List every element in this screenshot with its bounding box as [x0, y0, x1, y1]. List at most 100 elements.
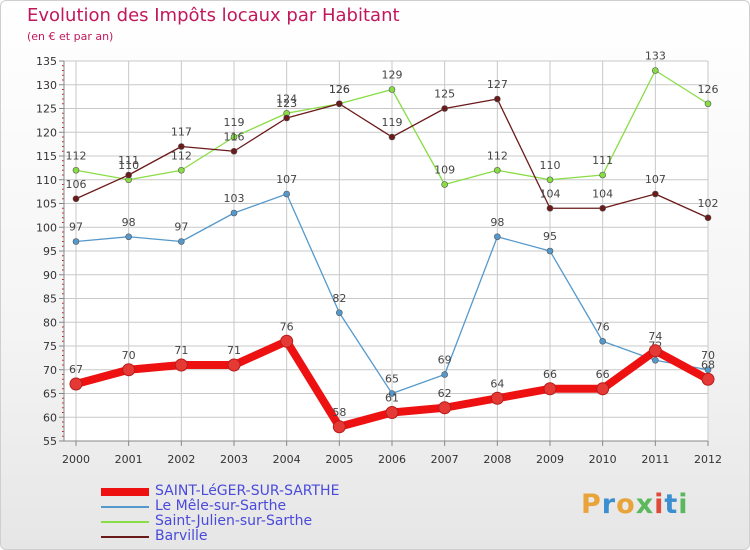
data-point	[547, 177, 553, 183]
data-label: 66	[596, 368, 610, 381]
y-tick-label: 60	[43, 411, 57, 424]
logo-letter: r	[602, 489, 616, 520]
data-point	[652, 191, 658, 197]
data-label: 95	[543, 230, 557, 243]
y-tick-label: 55	[43, 435, 57, 448]
data-label: 71	[174, 344, 188, 357]
data-point	[442, 182, 448, 188]
x-tick-label: 2006	[378, 453, 406, 466]
data-label: 123	[276, 97, 297, 110]
legend-item: Saint-Julien-sur-Sarthe	[101, 515, 401, 530]
data-point	[597, 383, 609, 395]
data-label: 62	[438, 387, 452, 400]
data-label: 106	[66, 178, 87, 191]
data-point	[126, 234, 132, 240]
legend-swatch	[101, 488, 149, 496]
data-label: 97	[174, 221, 188, 234]
data-label: 103	[224, 192, 245, 205]
y-tick-label: 130	[36, 79, 57, 92]
data-point	[702, 373, 714, 385]
data-label: 76	[280, 320, 294, 333]
data-label: 133	[645, 50, 666, 63]
data-label: 71	[227, 344, 241, 357]
data-label: 126	[329, 83, 350, 96]
data-point	[284, 191, 290, 197]
x-tick-label: 2010	[589, 453, 617, 466]
data-label: 112	[487, 149, 508, 162]
data-label: 98	[122, 216, 136, 229]
data-label: 127	[487, 78, 508, 91]
data-label: 69	[438, 354, 452, 367]
data-label: 58	[332, 406, 346, 419]
data-point	[73, 239, 79, 245]
x-tick-label: 2012	[694, 453, 722, 466]
data-point	[600, 338, 606, 344]
data-label: 68	[701, 358, 715, 371]
data-point	[284, 115, 290, 121]
data-point	[178, 239, 184, 245]
chart-frame: Evolution des Impôts locaux par Habitant…	[0, 0, 750, 550]
data-label: 126	[698, 83, 719, 96]
legend-label: SAINT-LéGER-SUR-SARTHE	[155, 483, 339, 499]
x-tick-label: 2000	[62, 453, 90, 466]
data-label: 116	[224, 130, 245, 143]
data-point	[123, 364, 135, 376]
data-label: 110	[540, 159, 561, 172]
data-point	[439, 402, 451, 414]
data-label: 111	[118, 154, 139, 167]
x-tick-label: 2008	[483, 453, 511, 466]
data-label: 129	[382, 69, 403, 82]
data-label: 125	[434, 88, 455, 101]
data-point	[175, 359, 187, 371]
x-tick-label: 2003	[220, 453, 248, 466]
x-tick-label: 2007	[431, 453, 459, 466]
data-point	[494, 96, 500, 102]
data-point	[547, 205, 553, 211]
y-tick-label: 95	[43, 245, 57, 258]
data-point	[386, 407, 398, 419]
data-label: 104	[592, 187, 613, 200]
data-point	[442, 106, 448, 112]
data-label: 119	[382, 116, 403, 129]
data-label: 66	[543, 368, 557, 381]
data-point	[494, 167, 500, 173]
data-label: 64	[490, 377, 504, 390]
data-label: 104	[540, 187, 561, 200]
logo-letter: i	[654, 489, 664, 520]
logo-letter: P	[581, 489, 602, 520]
data-point	[494, 234, 500, 240]
data-point	[652, 357, 658, 363]
data-point	[231, 210, 237, 216]
logo-letter: i	[678, 489, 688, 520]
data-point	[178, 167, 184, 173]
y-tick-label: 105	[36, 198, 57, 211]
proxiti-logo: Proxiti	[581, 489, 689, 520]
logo-letter: t	[664, 489, 678, 520]
y-tick-label: 120	[36, 126, 57, 139]
data-point	[547, 248, 553, 254]
legend: SAINT-LéGER-SUR-SARTHE Le Mêle-sur-Sarthe…	[101, 485, 401, 545]
data-label: 107	[276, 173, 297, 186]
y-tick-label: 85	[43, 293, 57, 306]
data-label: 107	[645, 173, 666, 186]
x-tick-label: 2005	[325, 453, 353, 466]
data-label: 119	[224, 116, 245, 129]
legend-swatch	[101, 536, 149, 538]
data-point	[228, 359, 240, 371]
data-point	[389, 134, 395, 140]
data-label: 82	[332, 292, 346, 305]
legend-swatch	[101, 521, 149, 523]
y-tick-label: 70	[43, 364, 57, 377]
y-tick-label: 110	[36, 174, 57, 187]
x-tick-label: 2001	[115, 453, 143, 466]
x-tick-label: 2004	[273, 453, 301, 466]
x-tick-label: 2011	[641, 453, 669, 466]
legend-swatch	[101, 506, 149, 508]
data-label: 109	[434, 164, 455, 177]
data-point	[705, 101, 711, 107]
data-point	[649, 345, 661, 357]
legend-label: Saint-Julien-sur-Sarthe	[155, 513, 312, 529]
legend-label: Le Mêle-sur-Sarthe	[155, 498, 286, 514]
x-tick-label: 2002	[167, 453, 195, 466]
legend-label: Barville	[155, 528, 208, 544]
